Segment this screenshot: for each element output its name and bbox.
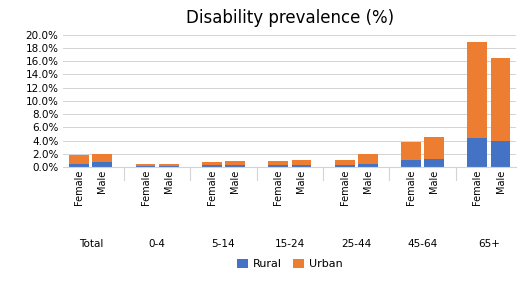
Bar xyxy=(225,161,245,165)
Text: 45-64: 45-64 xyxy=(407,239,438,249)
Bar xyxy=(159,164,179,166)
Bar xyxy=(401,142,421,160)
Text: 65+: 65+ xyxy=(478,239,500,249)
Text: 0-4: 0-4 xyxy=(149,239,165,249)
Bar xyxy=(69,155,89,164)
Bar xyxy=(202,165,222,167)
Bar xyxy=(491,141,511,167)
Bar xyxy=(467,42,487,138)
Bar xyxy=(491,58,511,141)
Bar xyxy=(467,138,487,167)
Text: Total: Total xyxy=(79,239,103,249)
Bar xyxy=(268,161,288,165)
Bar xyxy=(291,160,311,165)
Text: 25-44: 25-44 xyxy=(341,239,372,249)
Bar xyxy=(335,160,355,165)
Bar xyxy=(424,159,444,167)
Bar xyxy=(92,162,112,167)
Text: 15-24: 15-24 xyxy=(275,239,305,249)
Legend: Rural, Urban: Rural, Urban xyxy=(233,255,347,274)
Bar xyxy=(401,160,421,167)
Bar xyxy=(202,162,222,165)
Title: Disability prevalence (%): Disability prevalence (%) xyxy=(186,10,394,27)
Bar xyxy=(135,166,155,167)
Bar xyxy=(159,166,179,167)
Bar xyxy=(135,164,155,166)
Bar xyxy=(335,165,355,167)
Bar xyxy=(358,164,378,167)
Bar xyxy=(268,165,288,167)
Bar xyxy=(358,154,378,164)
Bar xyxy=(92,154,112,162)
Bar xyxy=(291,165,311,167)
Text: 5-14: 5-14 xyxy=(212,239,235,249)
Bar xyxy=(69,164,89,167)
Bar xyxy=(225,165,245,167)
Bar xyxy=(424,137,444,159)
